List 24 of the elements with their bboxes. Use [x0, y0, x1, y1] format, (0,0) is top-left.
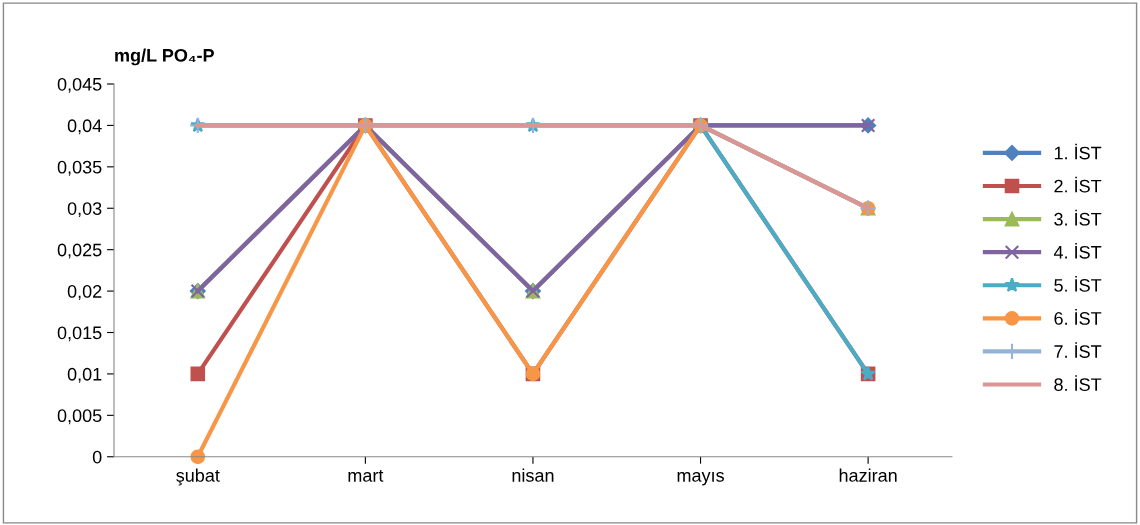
legend-label: 1. İST: [1054, 143, 1102, 160]
x-tick-label: haziran: [839, 468, 897, 482]
legend-label: 7. İST: [1054, 342, 1102, 358]
legend-label: 4. İST: [1053, 242, 1102, 259]
x-tick-label: nisan: [512, 468, 554, 482]
x-tick-label: mayıs: [677, 471, 724, 486]
y-tick-label: 0,01: [67, 367, 102, 383]
legend-label: 2. İST: [1054, 176, 1102, 193]
y-tick-label: 0,03: [67, 202, 102, 218]
y-axis-title: mg/L PO₄-P: [115, 48, 214, 66]
y-tick-label: 0,015: [57, 326, 102, 342]
legend-label: 6. İST: [1054, 309, 1102, 325]
legend-label: 5. İST: [1054, 275, 1102, 292]
y-tick-label: 0,02: [67, 285, 102, 300]
y-tick-label: 0,035: [57, 160, 102, 176]
y-tick-label: 0: [92, 450, 102, 464]
legend-label: 8. İST: [1054, 375, 1102, 392]
legend-label: 3. İST: [1054, 209, 1102, 226]
y-tick-label: 0,005: [57, 409, 102, 425]
y-tick-label: 0,045: [57, 77, 102, 93]
x-tick-label: mart: [348, 469, 384, 482]
x-tick-label: şubat: [176, 468, 220, 486]
y-tick-label: 0,04: [67, 119, 102, 135]
y-tick-label: 0,025: [57, 243, 102, 259]
